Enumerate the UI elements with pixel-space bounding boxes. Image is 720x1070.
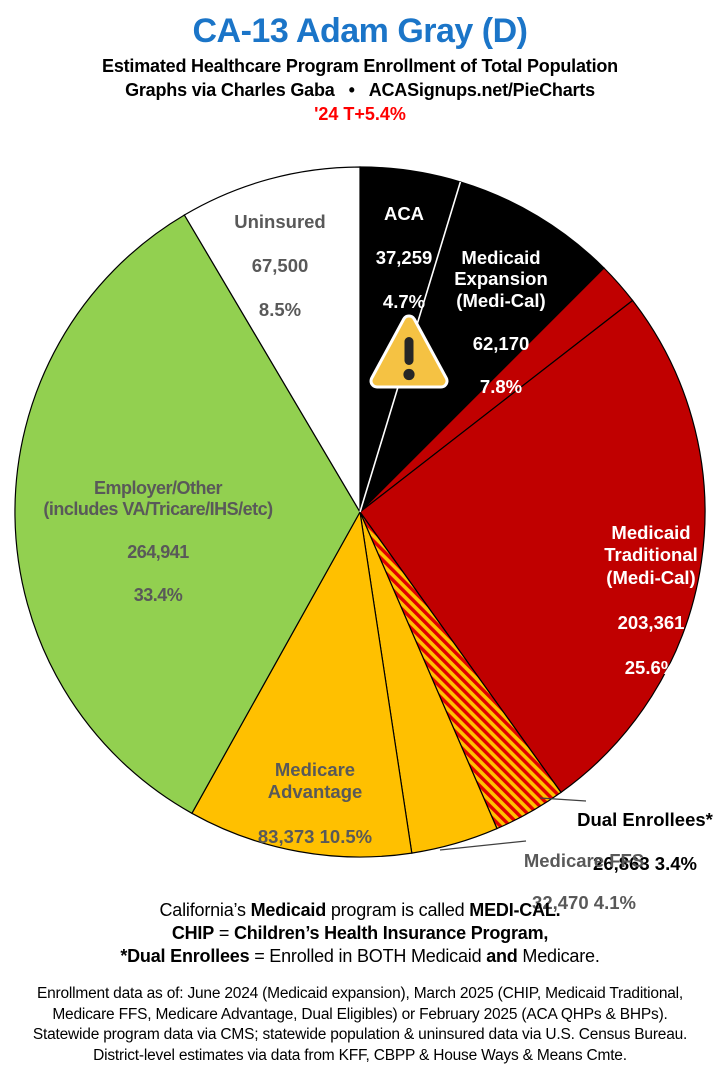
slice-value: 62,170 — [472, 332, 530, 354]
pie-slice-employer-other-includes-va-tricare-ihs-etc — [14, 214, 361, 815]
disclaimer-line-1: Enrollment data as of: June 2024 (Medica… — [36, 985, 684, 1002]
text-segment-bold: and — [486, 946, 518, 966]
warning-icon — [369, 314, 449, 389]
pie-slices — [14, 166, 706, 858]
slice-label-medicaid-expansion: Medicaid Expansion (Medi-Cal) 62,170 7.8… — [440, 225, 562, 419]
pie-slice-medicaid-expansion-medi-cal — [359, 181, 605, 513]
text-segment-bold: *Dual Enrollees — [120, 946, 250, 966]
slice-label-medicare-advantage: Medicare Advantage 83,373 10.5% — [248, 736, 382, 871]
slice-value: 37,259 — [375, 247, 433, 268]
page-title: CA-13 Adam Gray (D) — [192, 12, 528, 50]
slice-value-pct: 83,373 10.5% — [248, 826, 382, 849]
slice-name: Medicaid Traditional (Medi-Cal) — [604, 521, 698, 588]
slice-label-employer-other: Employer/Other (includes VA/Tricare/IHS/… — [18, 456, 298, 628]
slice-value: 264,941 — [127, 542, 189, 562]
slice-value: 83,373 — [257, 826, 315, 847]
credit-left: Graphs via Charles Gaba — [125, 80, 335, 100]
slice-label-medicare-ffs: Medicare FFS 32,470 4.1% — [518, 829, 650, 934]
bullet-icon: • — [348, 80, 355, 100]
credit-site: ACASignups.net/PieCharts — [368, 80, 595, 100]
text-segment-bold: MEDI-CAL. — [469, 900, 561, 920]
pie-svg — [14, 166, 706, 858]
text-segment-bold: Children’s Health Insurance Program, — [233, 923, 549, 943]
slice-pct: 4.7% — [382, 291, 426, 312]
slice-label-medicaid-traditional: Medicaid Traditional (Medi-Cal) 203,361 … — [590, 499, 712, 702]
slice-pct: 3.4% — [654, 853, 697, 874]
slice-value: 203,361 — [617, 611, 685, 633]
slice-name: Dual Enrollees* — [577, 809, 713, 830]
slice-pct: 25.6% — [624, 656, 678, 678]
disclaimer-line-4: District-level estimates via data from K… — [93, 1046, 627, 1064]
slice-name: Medicare FFS — [523, 850, 645, 871]
footnote-line-1: California’s Medicaid program is called … — [0, 899, 720, 922]
slice-value: 26,863 — [593, 853, 650, 874]
pie-chart: ACA 37,259 4.7% Medicaid Expansion (Medi… — [0, 150, 720, 913]
footnotes: California’s Medicaid program is called … — [0, 899, 720, 968]
text-segment: California’s — [159, 900, 251, 920]
slice-label-uninsured: Uninsured 67,500 8.5% — [218, 189, 342, 343]
dual-enrollees-leader-line — [539, 797, 587, 802]
chart-subtitle: Estimated Healthcare Program Enrollment … — [102, 56, 618, 76]
text-segment-bold: CHIP — [171, 923, 215, 943]
text-segment: Medicare. — [517, 946, 600, 966]
slice-name: ACA — [383, 203, 425, 224]
pie-slice-medicare-advantage — [191, 510, 413, 858]
text-segment: program is called — [326, 900, 470, 920]
text-segment-bold: Medicaid — [250, 900, 327, 920]
trend-label: '24 T+5.4% — [314, 104, 406, 124]
slice-label-dual-enrollees: Dual Enrollees* 26,863 3.4% — [575, 787, 715, 897]
slice-value: 67,500 — [251, 255, 309, 276]
slice-name: Uninsured — [234, 211, 326, 232]
slice-pct: 4.1% — [593, 892, 636, 913]
slice-pct: 33.4% — [133, 585, 183, 605]
slice-pct: 8.5% — [258, 299, 302, 320]
slice-name: Medicare Advantage — [267, 758, 363, 803]
disclaimer-line-3: Statewide program data via CMS; statewid… — [32, 1026, 688, 1043]
credit-line: Graphs via Charles Gaba • ACASignups.net/P… — [0, 80, 720, 101]
data-source-disclaimer: Enrollment data as of: June 2024 (Medica… — [0, 984, 720, 1066]
slice-value-pct: 26,863 3.4% — [575, 853, 715, 875]
text-segment: = — [214, 923, 234, 943]
slice-pct: 7.8% — [479, 375, 523, 397]
text-segment: = Enrolled in BOTH Medicaid — [249, 946, 487, 966]
pie-slice-uninsured — [183, 166, 361, 515]
medicare-ffs-leader-line — [439, 840, 527, 851]
slice-label-aca: ACA 37,259 4.7% — [352, 181, 456, 335]
pie-slice-medicaid-traditional-medi-cal — [359, 299, 706, 794]
disclaimer-line-2: Medicare FFS, Medicare Advantage, Dual E… — [52, 1005, 668, 1023]
slice-value: 32,470 — [532, 892, 589, 913]
slice-pct: 10.5% — [319, 826, 373, 847]
slice-name: Medicaid Expansion (Medi-Cal) — [454, 246, 548, 311]
slice-name: Employer/Other (includes VA/Tricare/IHS/… — [43, 477, 273, 520]
footnote-line-3: *Dual Enrollees = Enrolled in BOTH Medic… — [0, 945, 720, 968]
header: CA-13 Adam Gray (D) Estimated Healthcare… — [0, 0, 720, 125]
slice-value-pct: 32,470 4.1% — [518, 892, 650, 913]
footnote-line-2: CHIP = Children’s Health Insurance Progr… — [0, 922, 720, 945]
